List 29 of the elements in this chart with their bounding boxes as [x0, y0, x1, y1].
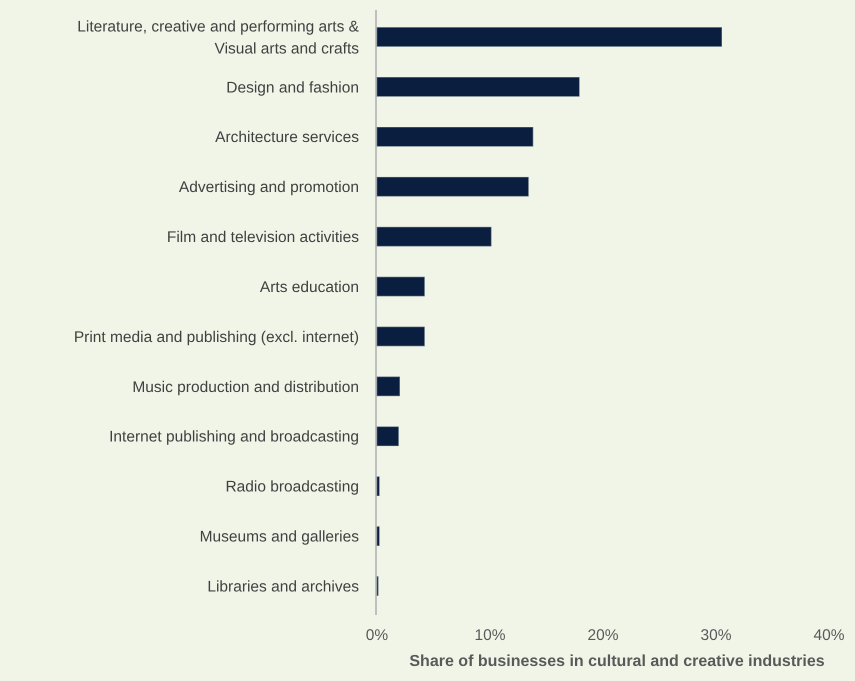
bar	[376, 226, 492, 246]
x-axis-title: Share of businesses in cultural and creative industries	[409, 653, 825, 670]
bar	[376, 426, 399, 446]
y-tick-label: Museums and galleries	[200, 528, 360, 546]
y-tick-label: Music production and distribution	[132, 378, 359, 396]
y-tick-label: Arts education	[260, 278, 359, 296]
y-tick-label: Advertising and promotion	[178, 179, 359, 196]
x-tick-label: 40%	[813, 627, 845, 644]
y-tick-label: Architecture services	[215, 129, 360, 146]
y-tick-label: Libraries and archives	[207, 578, 360, 596]
y-tick-label: Radio broadcasting	[225, 478, 359, 496]
bar	[376, 127, 534, 147]
x-tick-label: 30%	[700, 627, 732, 644]
bar	[376, 476, 380, 496]
x-tick-label: 20%	[587, 627, 619, 644]
y-tick-label: Print media and publishing (excl. internet)	[74, 328, 359, 346]
bar	[376, 326, 425, 346]
y-tick-label: Internet publishing and broadcasting	[109, 428, 359, 446]
bar	[376, 77, 580, 97]
bar	[376, 376, 400, 396]
x-tick-label: 10%	[474, 627, 506, 644]
x-tick-label: 0%	[366, 627, 388, 644]
bar	[376, 276, 425, 296]
y-tick-label: Film and television activities	[166, 229, 360, 246]
bar	[376, 27, 722, 47]
bar	[376, 176, 529, 196]
bar	[376, 526, 380, 546]
y-tick-label: Design and fashion	[226, 79, 359, 96]
y-tick-label: Literature, creative and performing arts & Visual arts and crafts	[77, 18, 360, 58]
